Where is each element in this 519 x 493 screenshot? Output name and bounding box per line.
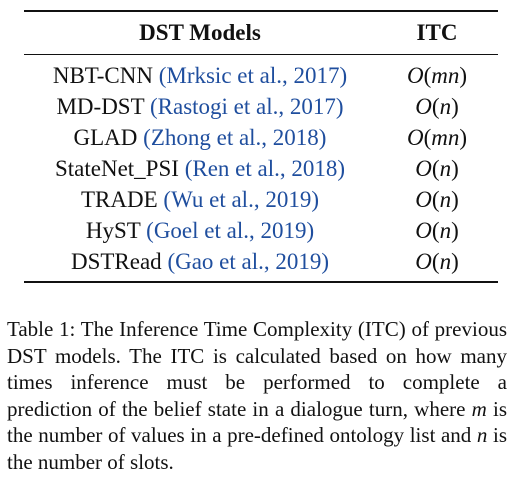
citation-link[interactable]: (Goel et al., 2019) xyxy=(146,218,315,243)
itc-value: O(n) xyxy=(415,187,458,212)
itc-argument: mn xyxy=(431,63,460,88)
itc-cell: O(n) xyxy=(376,184,498,215)
caption-var-m: m xyxy=(471,396,487,421)
citation-link[interactable]: (Mrksic et al., 2017) xyxy=(158,63,348,88)
caption-text-3: is the number of slots. xyxy=(7,423,507,474)
header-rule xyxy=(24,54,498,55)
itc-function: O xyxy=(415,249,432,274)
itc-function: O xyxy=(415,94,432,119)
citation-link[interactable]: (Gao et al., 2019) xyxy=(167,249,330,274)
itc-argument: n xyxy=(439,94,452,119)
citation-link[interactable]: (Wu et al., 2019) xyxy=(163,187,319,212)
table-header-row: DST Models ITC xyxy=(24,12,498,54)
citation-link[interactable]: (Rastogi et al., 2017) xyxy=(149,94,344,119)
paren-open: ( xyxy=(423,125,432,150)
model-name: TRADE xyxy=(81,187,158,212)
model-cell: GLAD (Zhong et al., 2018) xyxy=(24,122,376,153)
itc-value: O(n) xyxy=(415,218,458,243)
citation-link[interactable]: (Ren et al., 2018) xyxy=(184,156,346,181)
itc-value: O(mn) xyxy=(407,63,467,88)
paren-close: ) xyxy=(451,187,459,212)
itc-function: O xyxy=(406,63,424,88)
itc-function: O xyxy=(415,187,432,212)
itc-table: DST Models ITC NBT-CNN (Mrksic et al., 2… xyxy=(24,12,498,281)
itc-function: O xyxy=(415,156,432,181)
itc-argument: mn xyxy=(431,125,460,150)
paren-open: ( xyxy=(431,94,440,119)
itc-cell: O(n) xyxy=(376,91,498,122)
table-row: MD-DST (Rastogi et al., 2017) O(n) xyxy=(24,91,498,122)
table-row: HyST (Goel et al., 2019) O(n) xyxy=(24,215,498,246)
model-cell: StateNet_PSI (Ren et al., 2018) xyxy=(24,153,376,184)
table-row: GLAD (Zhong et al., 2018) O(mn) xyxy=(24,122,498,153)
itc-table-container: DST Models ITC NBT-CNN (Mrksic et al., 2… xyxy=(24,10,498,283)
itc-value: O(mn) xyxy=(407,125,467,150)
paren-open: ( xyxy=(431,187,440,212)
table-top-rule xyxy=(24,10,498,12)
model-name: MD-DST xyxy=(56,94,145,119)
header-separator xyxy=(24,54,498,55)
citation-link[interactable]: (Zhong et al., 2018) xyxy=(143,125,327,150)
model-name: NBT-CNN xyxy=(52,63,153,88)
itc-value: O(n) xyxy=(415,249,458,274)
table-row: TRADE (Wu et al., 2019) O(n) xyxy=(24,184,498,215)
itc-argument: n xyxy=(439,156,452,181)
model-cell: TRADE (Wu et al., 2019) xyxy=(24,184,376,215)
model-cell: NBT-CNN (Mrksic et al., 2017) xyxy=(24,55,376,91)
itc-function: O xyxy=(415,218,432,243)
paren-close: ) xyxy=(451,94,459,119)
table-row: DSTRead (Gao et al., 2019) O(n) xyxy=(24,246,498,281)
table-row: NBT-CNN (Mrksic et al., 2017) O(mn) xyxy=(24,55,498,91)
itc-cell: O(n) xyxy=(376,215,498,246)
paren-open: ( xyxy=(431,249,440,274)
itc-cell: O(mn) xyxy=(376,55,498,91)
caption-var-n: n xyxy=(476,423,488,448)
itc-function: O xyxy=(406,125,424,150)
itc-cell: O(n) xyxy=(376,153,498,184)
paren-close: ) xyxy=(459,125,468,150)
header-itc: ITC xyxy=(416,20,458,45)
model-cell: HyST (Goel et al., 2019) xyxy=(24,215,376,246)
itc-argument: n xyxy=(439,218,452,243)
model-name: StateNet_PSI xyxy=(54,156,179,181)
caption-text-2: is the number of values in a pre-defined… xyxy=(7,396,507,448)
table-bottom-rule xyxy=(24,281,498,283)
paren-open: ( xyxy=(431,156,440,181)
itc-cell: O(mn) xyxy=(376,122,498,153)
table-row: StateNet_PSI (Ren et al., 2018) O(n) xyxy=(24,153,498,184)
itc-cell: O(n) xyxy=(376,246,498,281)
itc-argument: n xyxy=(439,249,452,274)
paren-open: ( xyxy=(431,218,440,243)
model-name: GLAD xyxy=(73,125,138,150)
paren-close: ) xyxy=(451,156,459,181)
paren-close: ) xyxy=(451,218,459,243)
itc-value: O(n) xyxy=(415,94,458,119)
table-body: NBT-CNN (Mrksic et al., 2017) O(mn) MD-DST… xyxy=(24,55,498,281)
paren-close: ) xyxy=(451,249,459,274)
table-caption: Table 1: The Inference Time Complexity (… xyxy=(7,316,507,476)
paren-close: ) xyxy=(459,63,468,88)
model-name: HyST xyxy=(85,218,141,243)
model-cell: DSTRead (Gao et al., 2019) xyxy=(24,246,376,281)
header-dst-models: DST Models xyxy=(139,20,261,45)
model-cell: MD-DST (Rastogi et al., 2017) xyxy=(24,91,376,122)
caption-text-1: Table 1: The Inference Time Complexity (… xyxy=(7,317,507,421)
paren-open: ( xyxy=(423,63,432,88)
itc-value: O(n) xyxy=(415,156,458,181)
itc-argument: n xyxy=(439,187,452,212)
model-name: DSTRead xyxy=(70,249,162,274)
